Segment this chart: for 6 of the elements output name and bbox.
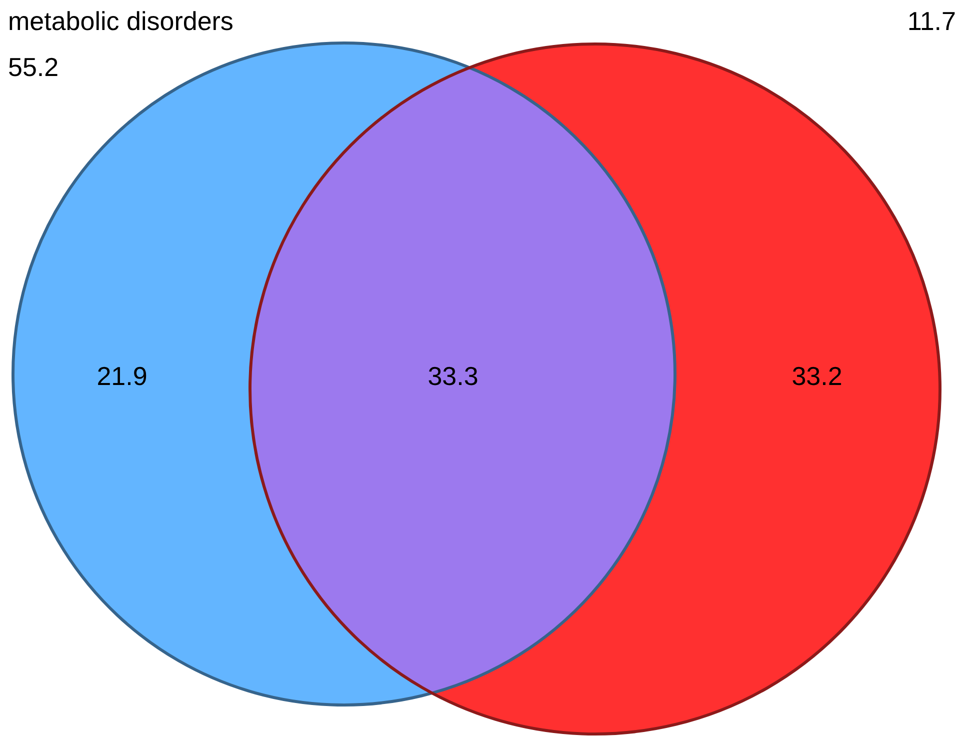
text: 55.2 [8, 52, 59, 82]
data-label: 33.2 [792, 361, 842, 391]
data-label: 21.9 [96, 361, 148, 391]
data-label: 33.3 [428, 361, 478, 391]
text: metabolic disorders [8, 6, 234, 36]
text: 11.7 [907, 6, 956, 36]
